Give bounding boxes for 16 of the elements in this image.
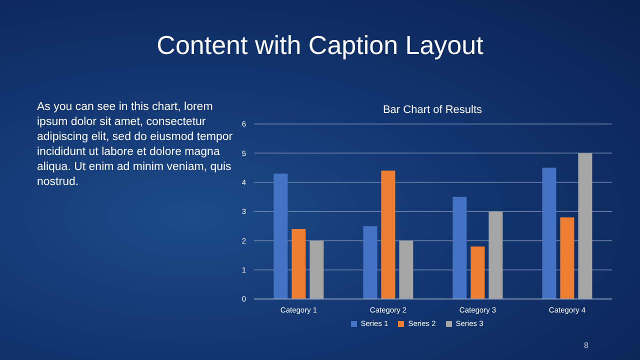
chart-title: Bar Chart of Results xyxy=(382,104,484,116)
bar xyxy=(542,168,556,299)
bar xyxy=(488,212,503,299)
text: 8 xyxy=(584,341,588,350)
bar xyxy=(292,229,306,299)
text: Content with Caption Layout xyxy=(156,30,484,61)
bar xyxy=(470,246,485,299)
bar xyxy=(381,170,396,299)
bar xyxy=(399,240,414,299)
bar xyxy=(452,196,467,299)
bar xyxy=(274,174,288,299)
bar xyxy=(363,226,378,299)
text: As you can see in this chart, lorem ipsum dolor sit amet, consectetur adipiscing elit, sed do eiusmod tempor incididunt ut labore et dolore magna aliqua. Ut enim ad minim veniam, quis nostrud. xyxy=(37,100,234,190)
bar xyxy=(560,217,574,299)
bar xyxy=(578,153,592,299)
bar xyxy=(310,240,324,299)
